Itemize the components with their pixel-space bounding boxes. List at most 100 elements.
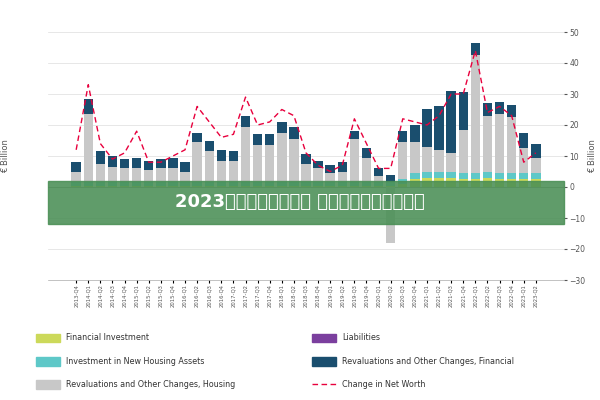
Bar	[229, 151, 238, 161]
Bar	[350, 139, 359, 182]
Text: € Billion: € Billion	[1, 139, 11, 173]
Bar	[507, 117, 517, 173]
Bar	[277, 186, 287, 187]
Bar	[132, 158, 142, 168]
Bar	[205, 140, 214, 151]
Bar	[313, 182, 323, 186]
Bar	[313, 186, 323, 187]
Bar	[325, 165, 335, 173]
Bar	[434, 172, 444, 178]
Text: 2023十大股票配资平台 澳门火锅加盟详情攻略: 2023十大股票配资平台 澳门火锅加盟详情攻略	[175, 194, 425, 212]
Bar	[120, 186, 129, 187]
Bar	[483, 116, 492, 172]
Bar	[313, 168, 323, 182]
Bar	[301, 154, 311, 164]
Bar	[362, 158, 371, 182]
Bar	[495, 102, 504, 114]
Bar	[507, 173, 517, 179]
Bar	[362, 182, 371, 186]
Bar	[253, 182, 262, 186]
Bar	[277, 182, 287, 186]
Bar	[217, 186, 226, 187]
Bar	[144, 161, 154, 170]
Bar	[253, 186, 262, 187]
Text: Change in Net Worth: Change in Net Worth	[342, 380, 425, 389]
Bar	[193, 133, 202, 142]
Bar	[289, 186, 299, 187]
Bar	[265, 186, 274, 187]
Bar	[83, 186, 93, 187]
Bar	[531, 173, 541, 179]
Bar	[168, 182, 178, 186]
Bar	[446, 178, 456, 187]
Bar	[458, 173, 468, 179]
Bar	[229, 161, 238, 182]
Bar	[301, 182, 311, 186]
Bar	[519, 148, 529, 173]
Bar	[71, 182, 81, 186]
Bar	[289, 182, 299, 186]
Bar	[71, 172, 81, 182]
Text: Liabilities: Liabilities	[342, 334, 380, 342]
Bar	[265, 182, 274, 186]
Bar	[168, 168, 178, 182]
Bar	[181, 162, 190, 172]
Bar	[398, 184, 407, 187]
Bar	[168, 186, 178, 187]
Bar	[132, 168, 142, 182]
Bar	[422, 178, 431, 187]
Bar	[410, 179, 419, 187]
Bar	[217, 150, 226, 161]
Bar	[325, 186, 335, 187]
Bar	[277, 133, 287, 182]
Bar	[470, 179, 480, 187]
Bar	[181, 182, 190, 186]
Bar	[483, 178, 492, 187]
Bar	[241, 126, 250, 182]
Bar	[362, 148, 371, 158]
Bar	[229, 182, 238, 186]
Bar	[434, 178, 444, 187]
Bar	[434, 150, 444, 172]
Bar	[325, 173, 335, 182]
Bar	[410, 173, 419, 179]
Bar	[132, 182, 142, 186]
Bar	[470, 55, 480, 173]
Bar	[507, 179, 517, 187]
Bar	[108, 167, 117, 182]
Bar	[265, 145, 274, 182]
Bar	[95, 182, 105, 186]
Bar	[350, 182, 359, 186]
Text: Revaluations and Other Changes, Housing: Revaluations and Other Changes, Housing	[66, 380, 235, 389]
Bar	[156, 182, 166, 186]
Bar	[95, 151, 105, 164]
Bar	[120, 159, 129, 168]
Bar	[241, 182, 250, 186]
Bar	[108, 186, 117, 187]
Bar	[205, 151, 214, 182]
Bar	[241, 186, 250, 187]
Bar	[193, 182, 202, 186]
Bar	[313, 161, 323, 168]
Bar	[386, 174, 395, 182]
Bar	[193, 186, 202, 187]
Bar	[398, 179, 407, 184]
Bar	[519, 173, 529, 179]
Bar	[519, 179, 529, 187]
Bar	[422, 172, 431, 178]
Text: Financial Investment: Financial Investment	[66, 334, 149, 342]
Bar	[338, 172, 347, 182]
Bar	[144, 182, 154, 186]
Bar	[398, 142, 407, 179]
Bar	[301, 186, 311, 187]
Bar	[253, 145, 262, 182]
Bar	[289, 139, 299, 182]
Bar	[350, 186, 359, 187]
Bar	[181, 186, 190, 187]
Bar	[470, 43, 480, 55]
Bar	[181, 172, 190, 182]
Bar	[289, 126, 299, 139]
Bar	[229, 186, 238, 187]
Bar	[446, 153, 456, 172]
Bar	[217, 182, 226, 186]
